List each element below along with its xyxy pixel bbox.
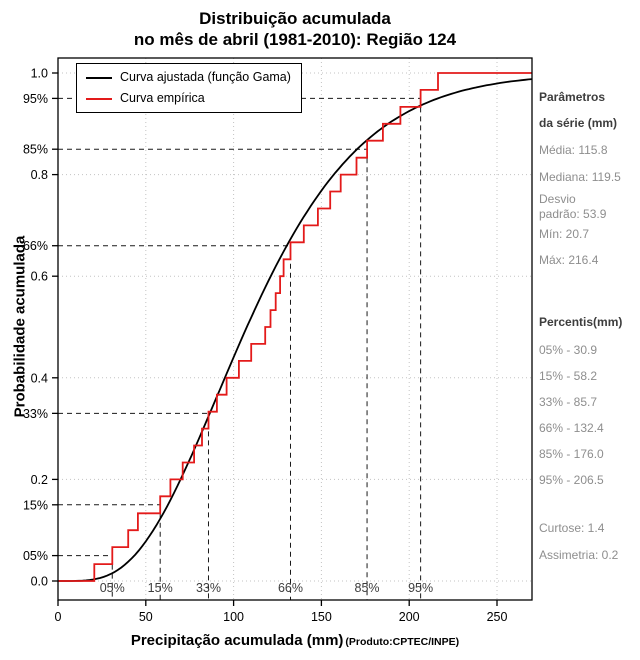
fitted-gamma-curve bbox=[58, 78, 533, 582]
svg-text:05%: 05% bbox=[23, 549, 48, 563]
chart-title-line2: no mês de abril (1981-2010): Região 124 bbox=[133, 30, 457, 49]
svg-text:50: 50 bbox=[139, 610, 153, 624]
percentile-05: 05% - 30.9 bbox=[539, 343, 598, 357]
stat-sd-line2: padrão: 53.9 bbox=[539, 207, 607, 221]
percentile-85: 85% - 176.0 bbox=[539, 447, 604, 461]
percentile-95: 95% - 206.5 bbox=[539, 473, 604, 487]
svg-text:1.0: 1.0 bbox=[31, 67, 48, 81]
percentile-15: 15% - 58.2 bbox=[539, 369, 598, 383]
params-title-line1: Parâmetros bbox=[539, 90, 606, 104]
empirical-ecdf-curve bbox=[58, 72, 533, 582]
svg-text:85%: 85% bbox=[23, 143, 48, 157]
svg-text:15%: 15% bbox=[148, 581, 173, 595]
svg-text:33%: 33% bbox=[196, 581, 221, 595]
svg-text:85%: 85% bbox=[355, 581, 380, 595]
svg-text:66%: 66% bbox=[23, 239, 48, 253]
svg-text:05%: 05% bbox=[100, 581, 125, 595]
legend-item-fitted: Curva ajustada (função Gama) bbox=[86, 70, 291, 85]
stats-panel: Parâmetros da série (mm) Média: 115.8 Me… bbox=[539, 90, 639, 562]
gridlines bbox=[57, 58, 532, 600]
svg-text:250: 250 bbox=[487, 610, 508, 624]
stat-kurtosis: Curtose: 1.4 bbox=[539, 521, 605, 535]
percentile-66: 66% - 132.4 bbox=[539, 421, 604, 435]
percentile-x-labels: 05% 15% 33% 66% 85% 95% bbox=[100, 581, 433, 595]
empirical-curve-swatch bbox=[86, 97, 112, 100]
x-axis-label: Precipitação acumulada (mm) bbox=[130, 632, 344, 649]
legend-item-empirical: Curva empírica bbox=[86, 91, 291, 106]
y-axis-label: Probabilidade acumulada bbox=[11, 235, 29, 418]
legend-label-fitted: Curva ajustada (função Gama) bbox=[120, 70, 291, 84]
y-tick-labels: 0.0 0.2 0.4 0.6 0.8 1.0 05% 15% 33% 66% 85% 95% bbox=[23, 67, 48, 589]
svg-text:0.6: 0.6 bbox=[31, 270, 48, 284]
axis-tick-marks bbox=[52, 72, 498, 606]
svg-text:66%: 66% bbox=[278, 581, 303, 595]
svg-text:0.4: 0.4 bbox=[31, 371, 48, 385]
svg-text:15%: 15% bbox=[23, 498, 48, 512]
chart-legend: Curva ajustada (função Gama) Curva empír… bbox=[76, 63, 302, 113]
svg-text:0: 0 bbox=[55, 610, 62, 624]
chart-title: Distribuição acumulada no mês de abril (… bbox=[55, 8, 535, 50]
plot-border bbox=[57, 57, 533, 601]
x-tick-labels: 0 50 100 150 200 250 bbox=[55, 610, 508, 624]
svg-text:100: 100 bbox=[223, 610, 244, 624]
stat-min: Mín: 20.7 bbox=[539, 227, 590, 241]
stat-mean: Média: 115.8 bbox=[539, 143, 608, 157]
chart-title-line1: Distribuição acumulada bbox=[199, 9, 391, 28]
svg-text:33%: 33% bbox=[23, 407, 48, 421]
x-axis-label-row: Precipitação acumulada (mm) (Produto:CPTE… bbox=[58, 632, 532, 650]
svg-text:200: 200 bbox=[399, 610, 420, 624]
svg-text:95%: 95% bbox=[408, 581, 433, 595]
stat-skewness: Assimetria: 0.2 bbox=[539, 548, 619, 562]
legend-label-empirical: Curva empírica bbox=[120, 91, 205, 105]
svg-text:0.0: 0.0 bbox=[31, 575, 48, 589]
svg-text:0.8: 0.8 bbox=[31, 168, 48, 182]
stat-median: Mediana: 119.5 bbox=[539, 170, 621, 184]
svg-text:150: 150 bbox=[311, 610, 332, 624]
percentile-33: 33% - 85.7 bbox=[539, 395, 598, 409]
stat-sd-line1: Desvio bbox=[539, 192, 576, 206]
percentile-guide-lines bbox=[58, 97, 422, 600]
svg-text:0.2: 0.2 bbox=[31, 473, 48, 487]
percentiles-title: Percentis(mm) bbox=[539, 315, 623, 329]
fitted-curve-swatch bbox=[86, 76, 112, 79]
product-note: (Produto:CPTEC/INPE) bbox=[345, 636, 460, 648]
params-title-line2: da série (mm) bbox=[539, 116, 618, 130]
stat-max: Máx: 216.4 bbox=[539, 253, 599, 267]
svg-text:95%: 95% bbox=[23, 92, 48, 106]
